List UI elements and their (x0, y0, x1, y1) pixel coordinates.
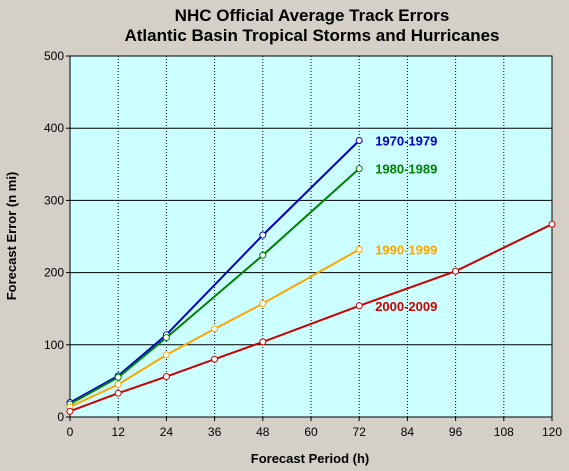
x-tick-label: 12 (112, 425, 126, 439)
y-tick-label: 400 (44, 121, 64, 135)
series-label: 1980-1989 (375, 162, 437, 177)
chart-title: NHC Official Average Track Errors (175, 6, 450, 25)
data-point (114, 389, 122, 397)
series-label: 1970-1979 (375, 133, 437, 148)
data-point (114, 381, 122, 389)
data-point (452, 267, 460, 275)
y-tick-label: 100 (44, 338, 64, 352)
axis-ticks: 0 12 24 36 48 60 72 84 96 108 120 0 100 200 300 400 500 (44, 49, 562, 439)
chart-subtitle: Atlantic Basin Tropical Storms and Hurri… (124, 26, 499, 45)
y-tick-label: 500 (44, 49, 64, 63)
series-label: 1990-1999 (375, 242, 437, 257)
series-line (69, 248, 360, 408)
y-axis-label: Forecast Error (n mi) (4, 172, 19, 301)
data-point (355, 245, 363, 253)
x-tick-label: 96 (449, 425, 463, 439)
series-label: 2000-2009 (375, 299, 437, 314)
data-point (114, 373, 122, 381)
x-tick-label: 60 (304, 425, 318, 439)
x-tick-label: 84 (401, 425, 415, 439)
data-point (66, 407, 74, 415)
data-point (211, 325, 219, 333)
data-point (162, 373, 170, 381)
data-point (548, 220, 556, 228)
data-point (259, 251, 267, 259)
y-tick-label: 300 (44, 193, 64, 207)
data-point (259, 300, 267, 308)
data-point (355, 302, 363, 310)
series-line (69, 223, 553, 413)
y-tick-label: 0 (57, 410, 64, 424)
data-point (162, 351, 170, 359)
x-tick-label: 48 (256, 425, 270, 439)
data-point (259, 231, 267, 239)
x-tick-label: 0 (67, 425, 74, 439)
series-1980-1989: 1980-1989 (66, 162, 437, 408)
data-point (355, 136, 363, 144)
x-tick-label: 24 (160, 425, 174, 439)
data-point (355, 165, 363, 173)
data-point (211, 355, 219, 363)
x-tick-label: 72 (353, 425, 367, 439)
series-group: 1970-1979 1980-1989 1990-1999 2000-2009 (66, 133, 556, 415)
series-2000-2009: 2000-2009 (66, 220, 556, 415)
data-point (259, 338, 267, 346)
x-tick-label: 36 (208, 425, 222, 439)
x-tick-label: 108 (494, 425, 514, 439)
series-1990-1999: 1990-1999 (66, 242, 437, 411)
data-point (162, 334, 170, 342)
x-axis-label: Forecast Period (h) (251, 451, 369, 466)
x-tick-label: 120 (542, 425, 562, 439)
y-tick-label: 200 (44, 266, 64, 280)
grid (70, 56, 552, 417)
